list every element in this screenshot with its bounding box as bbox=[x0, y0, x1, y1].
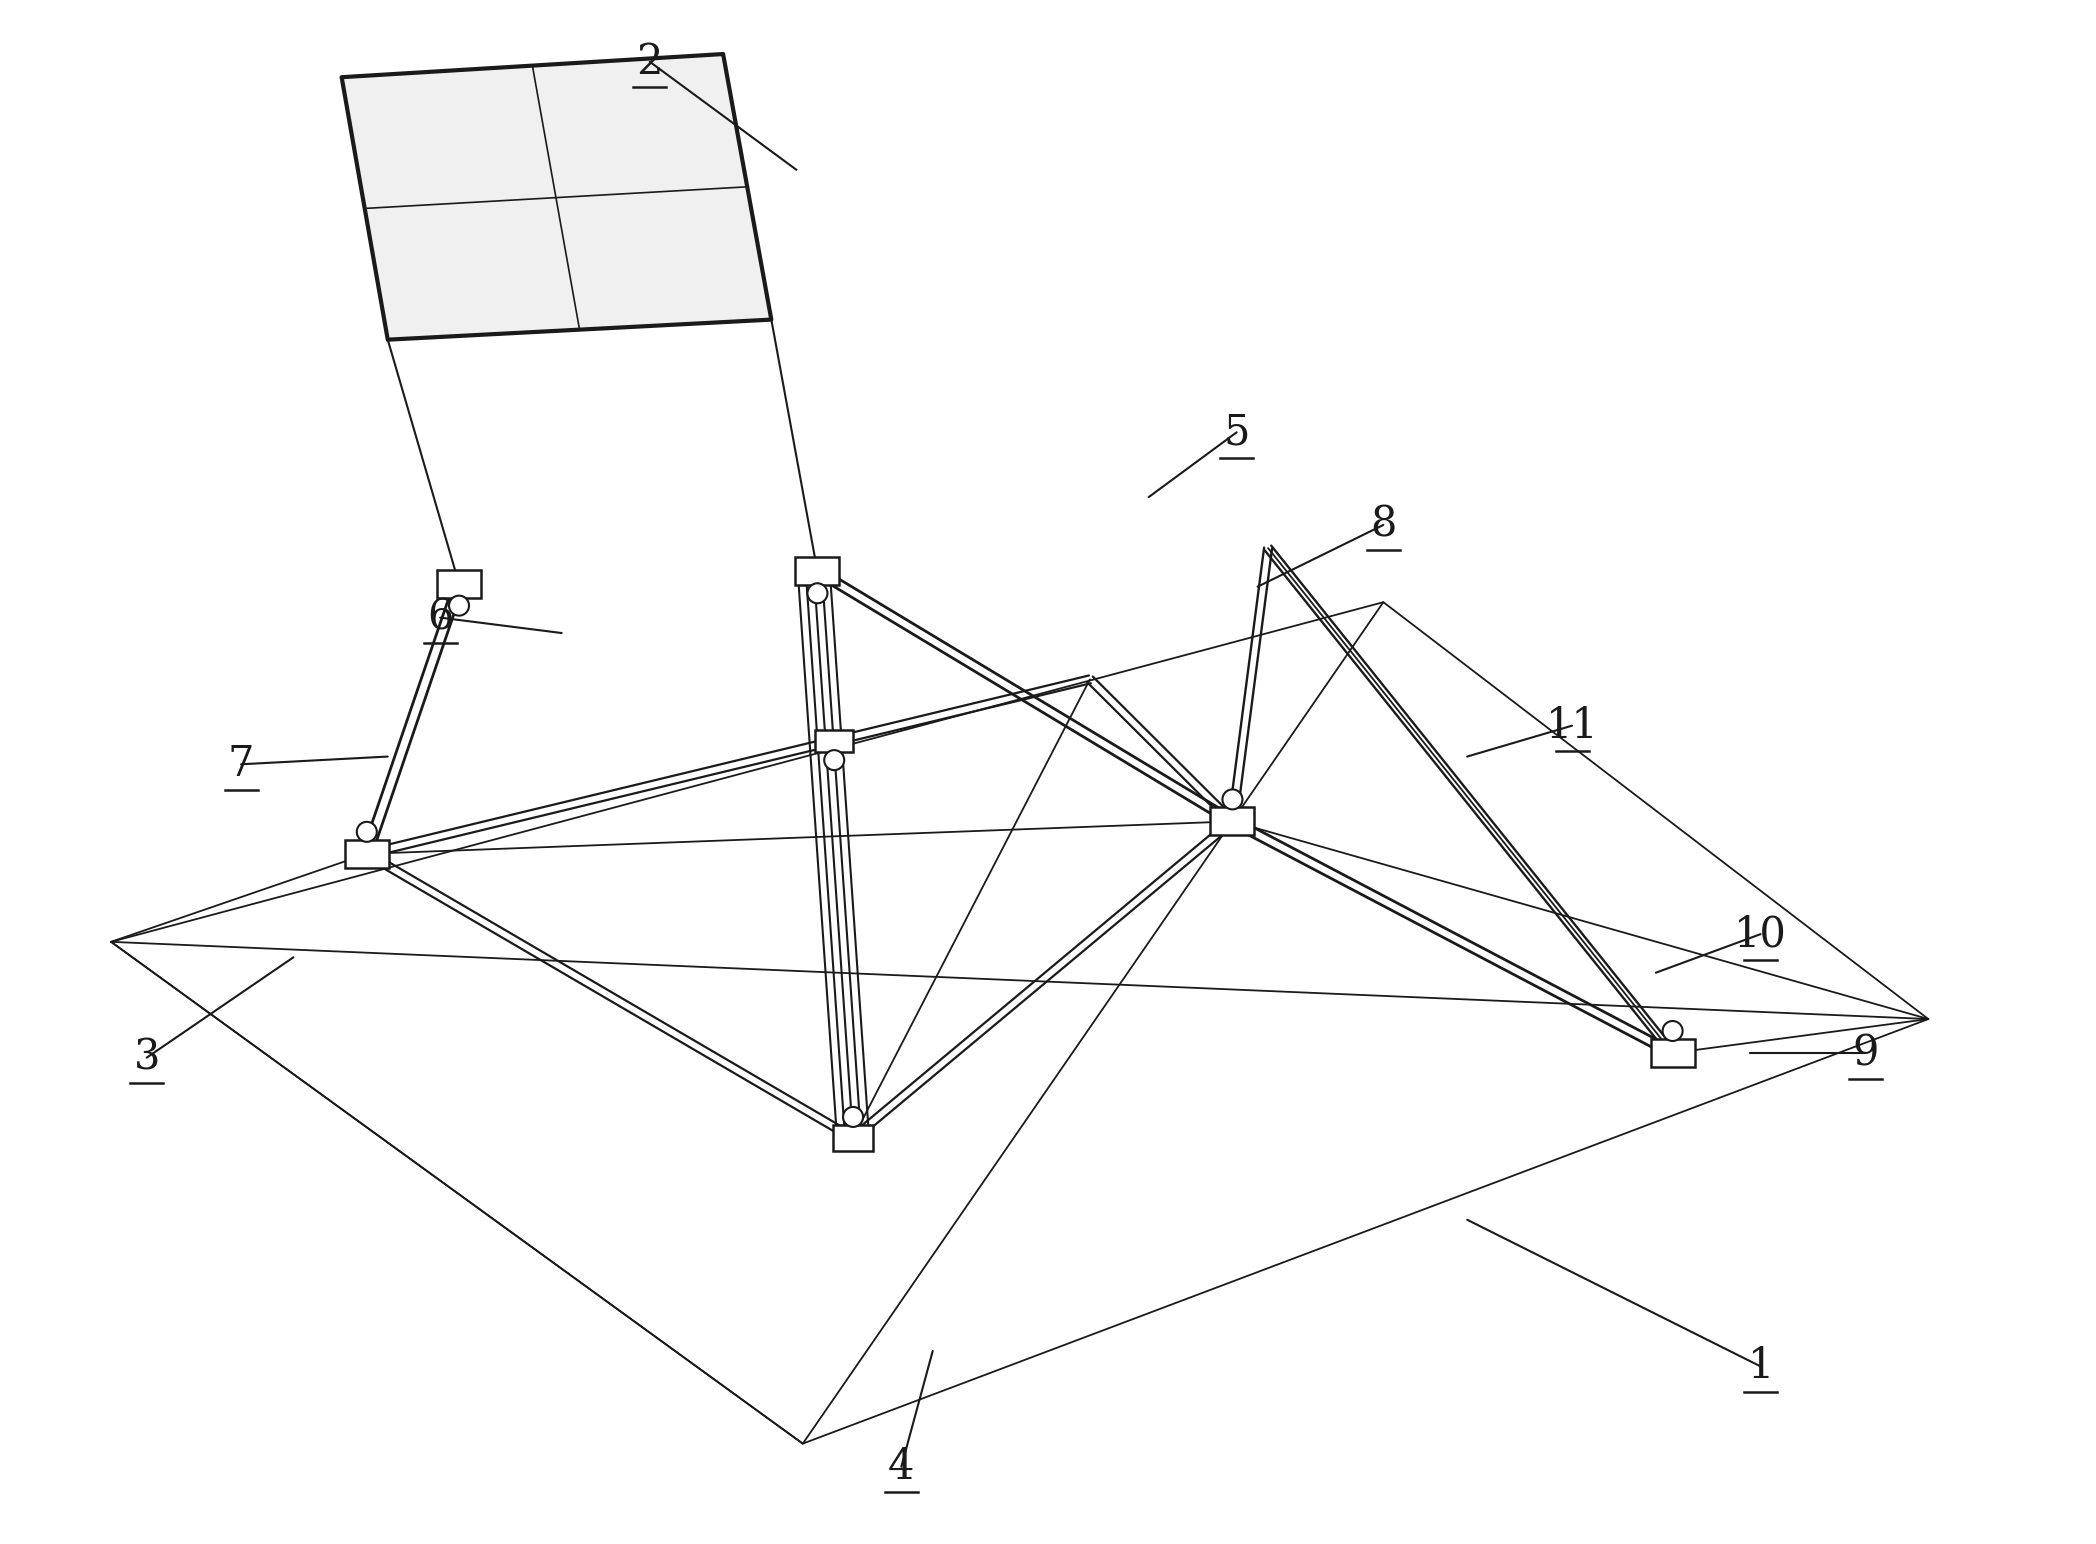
Text: 6: 6 bbox=[428, 596, 453, 639]
Text: 11: 11 bbox=[1545, 704, 1599, 747]
Circle shape bbox=[449, 596, 470, 616]
Circle shape bbox=[807, 584, 828, 604]
Text: 4: 4 bbox=[889, 1445, 914, 1488]
Text: 1: 1 bbox=[1748, 1345, 1773, 1388]
Polygon shape bbox=[1652, 1039, 1694, 1067]
Polygon shape bbox=[832, 1126, 874, 1150]
Circle shape bbox=[356, 821, 377, 841]
Circle shape bbox=[843, 1107, 864, 1127]
Text: 7: 7 bbox=[228, 743, 254, 786]
Polygon shape bbox=[438, 570, 480, 598]
Polygon shape bbox=[815, 730, 853, 752]
Polygon shape bbox=[1211, 808, 1253, 835]
Text: 5: 5 bbox=[1224, 411, 1249, 454]
Circle shape bbox=[824, 750, 845, 770]
Circle shape bbox=[1662, 1021, 1683, 1041]
Text: 3: 3 bbox=[134, 1036, 159, 1079]
Circle shape bbox=[1222, 789, 1243, 809]
Text: 10: 10 bbox=[1733, 913, 1788, 956]
Polygon shape bbox=[796, 557, 838, 585]
Text: 9: 9 bbox=[1853, 1031, 1878, 1075]
Polygon shape bbox=[342, 54, 771, 340]
Text: 8: 8 bbox=[1371, 503, 1396, 547]
Text: 2: 2 bbox=[637, 40, 662, 83]
Polygon shape bbox=[346, 840, 388, 868]
